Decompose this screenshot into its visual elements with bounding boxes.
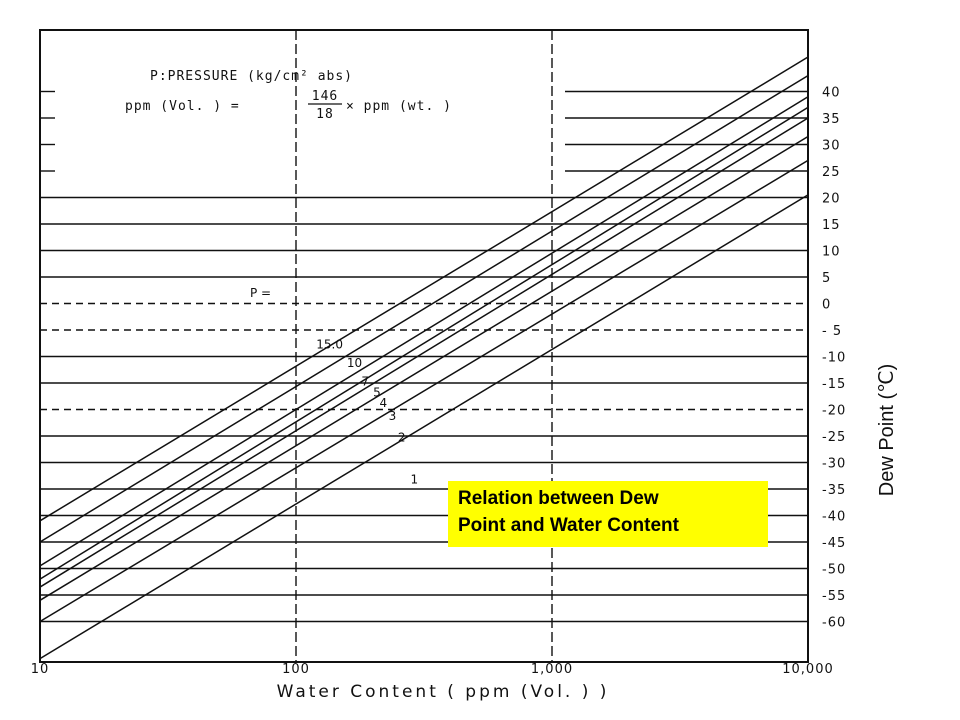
y-tick-label: 20: [822, 192, 841, 207]
note-pressure-line: P:PRESSURE (kg/cm² abs): [150, 69, 353, 84]
y-tick-label: 0: [822, 298, 831, 313]
series-line-p15.0: [40, 56, 808, 522]
series-label-p3: 3: [389, 409, 397, 423]
series-label-p15.0: 15.0: [316, 338, 343, 352]
series-line-p3: [40, 135, 808, 601]
y-tick-label: - 5: [822, 324, 842, 339]
y-tick-label: 30: [822, 139, 841, 154]
y-tick-label: 10: [822, 245, 841, 260]
series-line-p7: [40, 96, 808, 567]
series-lines: [40, 56, 808, 660]
grid: [40, 30, 808, 662]
y-axis-label: Dew Point (℃): [876, 364, 898, 497]
series-label-p10: 10: [347, 356, 362, 370]
note-conversion-left: ppm (Vol. ) =: [125, 99, 240, 114]
pressure-note: P:PRESSURE (kg/cm² abs) ppm (Vol. ) = 14…: [125, 69, 452, 122]
y-tick-label: -20: [822, 404, 846, 419]
plot-frame: [39, 29, 809, 663]
series-label-p7: 7: [361, 375, 369, 389]
note-fraction-numerator: 146: [312, 89, 338, 104]
y-tick-label: -25: [822, 430, 846, 445]
y-tick-label: -55: [822, 589, 846, 604]
x-tick-label: 1,000: [531, 662, 573, 677]
series-label-p5: 5: [373, 385, 381, 399]
y-tick-label: 35: [822, 112, 841, 127]
y-tick-label: -10: [822, 351, 846, 366]
y-tick-label: -60: [822, 616, 846, 631]
caption-line-2: Point and Water Content: [458, 515, 679, 536]
series-line-p4: [40, 117, 808, 588]
series-line-p2: [40, 159, 808, 623]
note-conversion-right: × ppm (wt. ): [346, 99, 452, 114]
y-tick-label: 5: [822, 271, 831, 286]
note-fraction-denominator: 18: [316, 107, 334, 122]
x-tick-label: 100: [282, 662, 310, 677]
series-label-p4: 4: [380, 396, 388, 410]
series-label-p1: 1: [410, 473, 418, 487]
y-tick-label: -15: [822, 377, 846, 392]
pressure-prefix-label: P =: [250, 286, 271, 300]
x-tick-labels: 10 100 1,000 10,000: [31, 662, 834, 677]
series-line-p1: [40, 194, 808, 660]
y-tick-label: 40: [822, 86, 841, 101]
x-axis-label: Water Content ( ppm (Vol. ) ): [277, 682, 610, 702]
series-label-p2: 2: [398, 430, 406, 444]
y-tick-label: 25: [822, 165, 841, 180]
y-tick-label: -50: [822, 563, 846, 578]
y-tick-label: 15: [822, 218, 841, 233]
x-tick-label: 10,000: [782, 662, 834, 677]
y-tick-labels: 40 35 30 25 20 15 10 5 0 - 5 -10 -15 -20 -25 -30 -35 -40…: [822, 86, 846, 631]
caption-box: Relation between Dew Point and Water Con…: [448, 481, 768, 547]
y-tick-label: -45: [822, 536, 846, 551]
caption-line-1: Relation between Dew: [458, 488, 659, 509]
series-line-p10: [40, 74, 808, 543]
x-tick-label: 10: [31, 662, 50, 677]
y-tick-label: -35: [822, 483, 846, 498]
y-tick-label: -30: [822, 457, 846, 472]
y-tick-label: -40: [822, 510, 846, 525]
series-line-p5: [40, 106, 808, 580]
